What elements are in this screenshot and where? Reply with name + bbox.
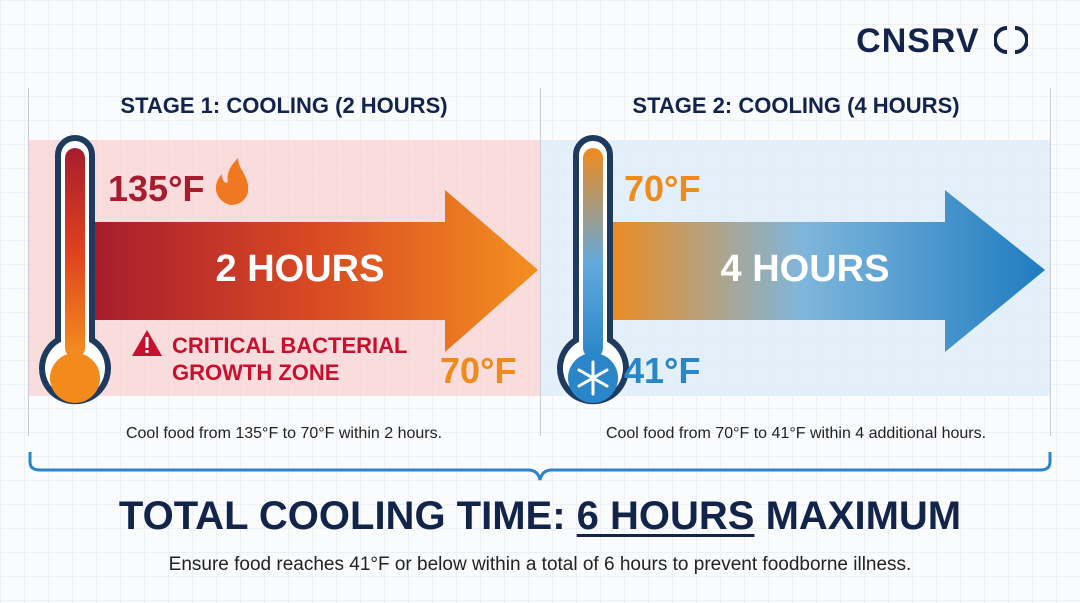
divider [28, 88, 29, 436]
stage1-duration: 2 HOURS [215, 248, 385, 290]
total-subtitle: Ensure food reaches 41°F or below within… [168, 554, 912, 575]
stage2-arrow [605, 190, 1045, 352]
total-cooling-time: TOTAL COOLING TIME: 6 HOURS MAXIMUM [0, 494, 1080, 539]
stage2-thermometer [557, 135, 629, 405]
stage1-end-temp: 70°F [440, 350, 517, 391]
stage1-warning: CRITICAL BACTERIAL GROWTH ZONE [172, 332, 407, 386]
stage1-description: Cool food from 135°F to 70°F within 2 ho… [125, 425, 443, 442]
logo-brackets-icon [993, 26, 1029, 54]
stage2-end-temp: 41°F [624, 350, 701, 391]
stage1-thermometer [39, 135, 111, 405]
stage2-duration: 4 HOURS [720, 248, 890, 290]
total-bracket [28, 452, 1052, 481]
warning-line: CRITICAL BACTERIAL [172, 333, 408, 358]
stage1-title: STAGE 1: COOLING (2 HOURS) [120, 93, 448, 118]
flame-icon [215, 158, 249, 205]
stage2-start-temp: 70°F [624, 168, 701, 209]
total-highlight: 6 HOURS [576, 494, 755, 538]
stage1-arrow [95, 190, 538, 352]
total-suffix: MAXIMUM [754, 494, 962, 538]
divider [540, 88, 541, 436]
total-prefix: TOTAL COOLING TIME: [118, 494, 577, 538]
warning-line: GROWTH ZONE [172, 360, 340, 385]
stage1-start-temp: 135°F [108, 168, 205, 209]
warning-icon [132, 330, 162, 356]
logo-text: CNSRV [856, 22, 980, 60]
divider [1050, 88, 1051, 436]
stage2-title: STAGE 2: COOLING (4 HOURS) [632, 93, 960, 118]
stage2-description: Cool food from 70°F to 41°F within 4 add… [605, 425, 987, 442]
brand-logo: CNSRV [856, 22, 1029, 61]
snowflake-icon [577, 360, 609, 396]
